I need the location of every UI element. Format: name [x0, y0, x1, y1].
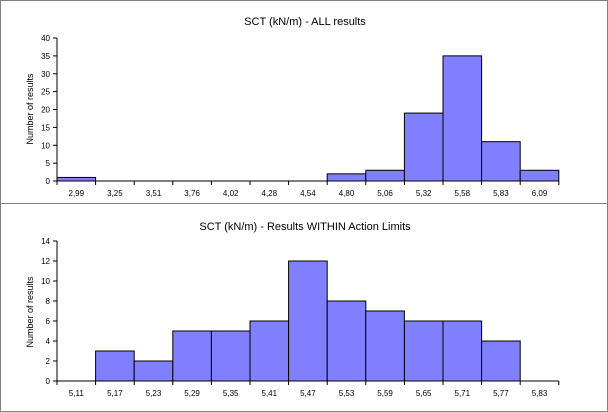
y-tick-label: 0: [46, 177, 51, 186]
x-tick-label: 5,65: [416, 389, 432, 398]
x-tick-label: 5,83: [493, 189, 509, 198]
histogram-all-results: SCT (kN/m) - ALL results Number of resul…: [25, 16, 560, 198]
y-tick-label: 30: [41, 70, 50, 79]
x-tick-label: 2,99: [69, 189, 85, 198]
x-tick-label: 5,11: [69, 389, 85, 398]
chart-title: SCT (kN/m) - Results WITHIN Action Limit…: [199, 221, 411, 233]
chart-title: SCT (kN/m) - ALL results: [244, 16, 366, 28]
x-tick-label: 4,02: [223, 189, 239, 198]
y-tick-label: 20: [41, 106, 50, 115]
y-tick-label: 10: [41, 277, 50, 286]
x-tick-label: 5,23: [146, 389, 162, 398]
bar: [442, 320, 483, 382]
x-tick-label: 5,41: [262, 389, 278, 398]
y-tick-label: 8: [46, 297, 51, 306]
x-tick-label: 5,71: [455, 389, 471, 398]
y-axis-label: Number of results: [25, 73, 35, 145]
y-tick-label: 0: [46, 377, 51, 386]
x-tick-label: 3,76: [184, 189, 200, 198]
bar: [442, 55, 483, 182]
bar: [172, 330, 212, 382]
x-tick-label: 5,35: [223, 389, 239, 398]
bar: [403, 320, 444, 382]
y-tick-label: 5: [46, 159, 51, 168]
x-tick-label: 4,80: [339, 189, 355, 198]
y-axis-label: Number of results: [25, 276, 35, 348]
bar: [481, 340, 521, 382]
x-tick-label: 5,32: [416, 189, 432, 198]
x-tick-label: 5,17: [107, 389, 123, 398]
x-tick-label: 5,59: [377, 389, 393, 398]
bar: [326, 173, 367, 182]
bar: [249, 320, 290, 382]
x-tick-label: 3,51: [146, 189, 162, 198]
x-tick-label: 5,06: [377, 189, 393, 198]
bar: [210, 330, 251, 382]
bar: [56, 176, 97, 182]
y-tick-label: 40: [41, 34, 50, 43]
bar: [95, 350, 135, 382]
y-tick-label: 15: [41, 123, 50, 132]
bar: [481, 141, 521, 182]
y-tick-label: 10: [41, 141, 50, 150]
x-tick-label: 4,28: [262, 189, 278, 198]
x-tick-label: 5,47: [300, 389, 316, 398]
x-tick-label: 5,58: [455, 189, 471, 198]
x-tick-label: 6,09: [532, 189, 548, 198]
histogram-within-limits: SCT (kN/m) - Results WITHIN Action Limit…: [25, 221, 560, 398]
chart-divider: [1, 203, 607, 204]
x-tick-label: 5,77: [493, 389, 509, 398]
y-tick-label: 35: [41, 52, 50, 61]
bar: [365, 169, 405, 182]
y-tick-label: 25: [41, 88, 50, 97]
x-tick-label: 3,25: [107, 189, 123, 198]
y-tick-label: 14: [41, 237, 50, 246]
y-tick-label: 6: [46, 317, 51, 326]
bar: [365, 310, 405, 382]
x-tick-label: 5,29: [184, 389, 200, 398]
y-tick-label: 4: [46, 337, 51, 346]
bar: [519, 169, 560, 182]
x-tick-label: 4,54: [300, 189, 316, 198]
x-tick-label: 5,83: [532, 389, 548, 398]
bar: [403, 112, 444, 182]
bar: [326, 300, 367, 382]
y-tick-label: 12: [41, 257, 50, 266]
bar: [133, 360, 174, 382]
x-tick-label: 5,53: [339, 389, 355, 398]
bar: [288, 260, 328, 382]
y-tick-label: 2: [46, 357, 51, 366]
